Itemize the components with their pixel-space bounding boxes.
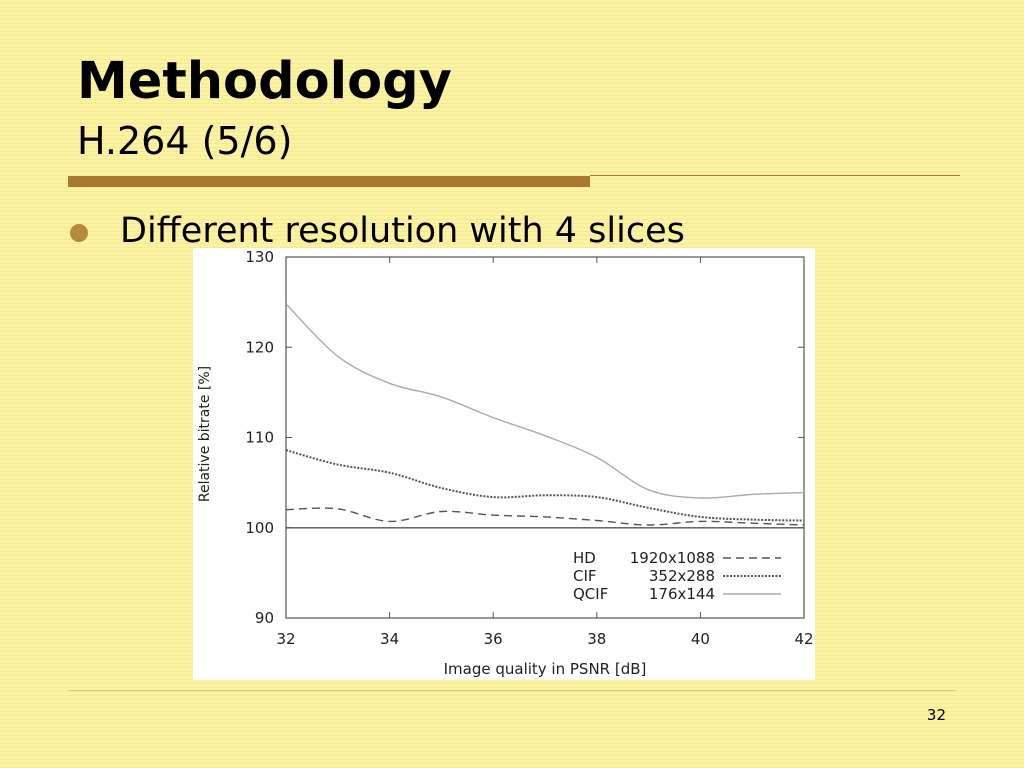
bullet-icon	[70, 224, 88, 242]
y-axis-label: Relative bitrate [%]	[197, 366, 213, 502]
x-tick-label: 42	[794, 630, 813, 648]
x-tick-label: 34	[380, 630, 399, 648]
series-line-cif	[285, 449, 805, 522]
page-number: 32	[926, 706, 946, 724]
x-tick-label: 38	[587, 630, 606, 648]
series-line-qcif	[285, 303, 805, 499]
y-tick-label: 110	[245, 429, 274, 447]
footer-rule	[68, 690, 956, 691]
legend-name: QCIF	[573, 585, 608, 603]
legend-resolution: 352x288	[649, 567, 715, 585]
title-rule-thick	[68, 176, 590, 187]
title-rule-thin	[590, 175, 960, 176]
y-tick-label: 130	[245, 248, 274, 266]
legend-resolution: 1920x1088	[630, 549, 715, 567]
x-axis-label: Image quality in PSNR [dB]	[444, 660, 647, 678]
x-tick-label: 32	[276, 630, 295, 648]
x-tick-label: 36	[484, 630, 503, 648]
y-tick-label: 120	[245, 338, 274, 356]
bitrate-chart: 32 34 36 38 40 42 90 100 110 120 130 HD 1920x1088 CI…	[197, 248, 814, 678]
slide-subtitle: H.264 (5/6)	[77, 119, 293, 163]
legend-name: HD	[573, 549, 596, 567]
legend-resolution: 176x144	[649, 585, 715, 603]
slide-title: Methodology	[77, 52, 452, 111]
legend-name: CIF	[573, 567, 597, 585]
x-tick-label: 40	[691, 630, 710, 648]
y-tick-label: 100	[245, 519, 274, 537]
series-line-hd	[285, 507, 805, 526]
chart-container: 32 34 36 38 40 42 90 100 110 120 130 HD 1920x1088 CI…	[193, 248, 815, 680]
plot-frame	[285, 256, 805, 619]
bullet-text: Different resolution with 4 slices	[120, 211, 685, 251]
y-tick-label: 90	[255, 609, 274, 627]
